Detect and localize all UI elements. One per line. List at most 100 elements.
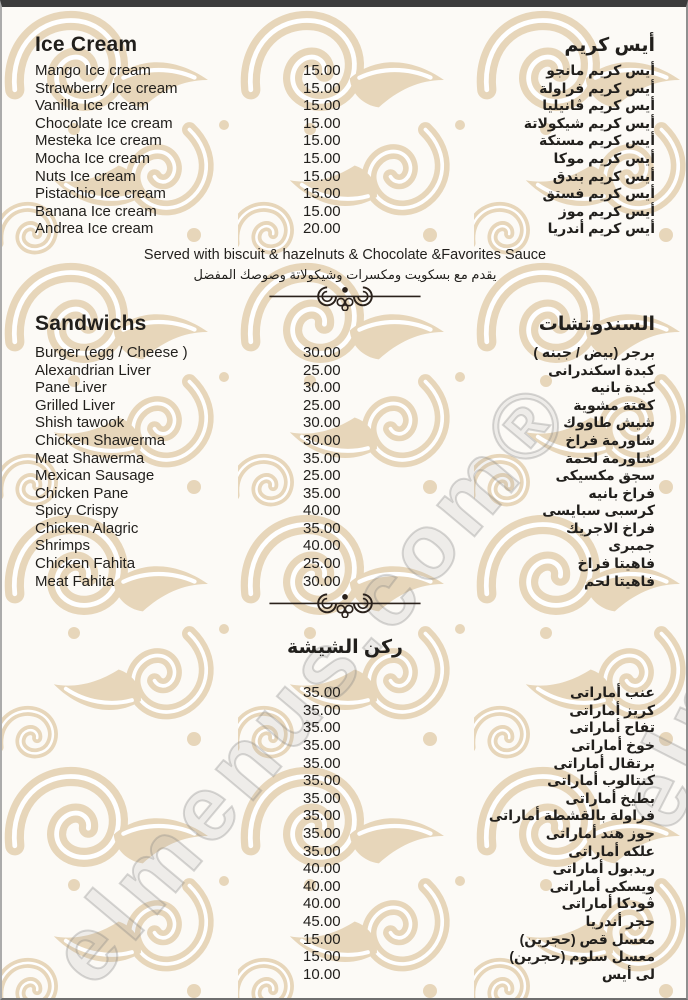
- menu-item-row: Spicy Crispy 40.00 كرسبى سبايسى: [35, 502, 655, 520]
- item-name-ar: كفتة مشوية: [573, 396, 655, 413]
- item-price: 40.00: [303, 537, 341, 555]
- item-price: 30.00: [303, 572, 341, 590]
- item-name-en: Pane Liver: [35, 379, 107, 397]
- ice-cream-title-ar: أيس كريم: [564, 35, 655, 56]
- item-name-ar: كريز أماراتى: [569, 701, 655, 718]
- menu-item-row: Pistachio Ice cream 15.00 أيس كريم فستق: [35, 185, 655, 203]
- item-price: 40.00: [303, 502, 341, 520]
- item-price: 35.00: [303, 825, 341, 842]
- item-price: 40.00: [303, 860, 341, 878]
- item-name-ar: معسل سلوم (حجرين): [509, 948, 655, 965]
- item-name-ar: شيش طاووك: [563, 414, 655, 431]
- item-name-ar: فراخ الاجريك: [566, 519, 655, 536]
- item-price: 15.00: [303, 202, 341, 220]
- item-price: 20.00: [303, 220, 341, 238]
- damask-background-pattern: [2, 7, 686, 998]
- item-name-ar: كنتالوب أماراتى: [547, 772, 655, 789]
- sandwiches-title-ar: السندوتشات: [538, 313, 655, 335]
- item-price: 15.00: [303, 97, 341, 115]
- item-price: 40.00: [303, 895, 341, 913]
- ice-cream-items: Mango Ice cream 15.00 أيس كريم مانجو Str…: [35, 62, 655, 238]
- item-price: 15.00: [303, 132, 341, 150]
- item-name-en: Vanilla Ice cream: [35, 97, 149, 115]
- item-name-ar: أيس كريم فستق: [542, 185, 655, 202]
- item-price: 10.00: [303, 965, 341, 983]
- sandwiches-section-header: Sandwichs السندوتشات: [35, 312, 655, 336]
- menu-item-row: Chicken Alagric 35.00 فراخ الاجريك: [35, 520, 655, 538]
- menu-item-row: Shish tawook 30.00 شيش طاووك: [35, 414, 655, 432]
- item-name-ar: خوخ أماراتى: [571, 737, 655, 754]
- item-price: 35.00: [303, 719, 341, 737]
- item-name-en: Andrea Ice cream: [35, 220, 154, 238]
- item-price: 25.00: [303, 555, 341, 573]
- menu-item-row: Vanilla Ice cream 15.00 أيس كريم ڤانيليا: [35, 97, 655, 115]
- item-price: 35.00: [303, 754, 341, 772]
- item-price: 15.00: [303, 149, 341, 167]
- item-name-ar: ڤودكا أماراتى: [561, 895, 655, 912]
- menu-item-row: Alexandrian Liver 25.00 كبدة اسكندرانى: [35, 362, 655, 380]
- item-name-ar: أيس كريم بندق: [552, 167, 655, 184]
- menu-item-row: 40.00 ويسكى أماراتى: [35, 878, 655, 896]
- item-name-ar: أيس كريم ڤانيليا: [542, 97, 655, 114]
- sandwiches-title-en: Sandwichs: [35, 311, 147, 335]
- serving-note-en: Served with biscuit & hazelnuts & Chocol…: [143, 246, 547, 263]
- item-name-ar: سجق مكسيكى: [555, 467, 655, 484]
- item-price: 35.00: [303, 449, 341, 467]
- item-price: 15.00: [303, 79, 341, 97]
- menu-content: Ice Cream أيس كريم Mango Ice cream 15.00…: [2, 33, 686, 983]
- menu-item-row: Nuts Ice cream 15.00 أيس كريم بندق: [35, 168, 655, 186]
- divider-ornament-icon: [269, 593, 421, 619]
- item-name-ar: شاورمة لحمة: [564, 449, 655, 466]
- item-name-ar: فاهيتا فراخ: [577, 555, 655, 572]
- menu-item-row: Banana Ice cream 15.00 أيس كريم موز: [35, 203, 655, 221]
- menu-item-row: 35.00 بطيخ أماراتى: [35, 790, 655, 808]
- menu-item-row: 15.00 معسل قص (حجرين): [35, 931, 655, 949]
- item-name-ar: جمبرى: [608, 537, 655, 554]
- menu-item-row: 35.00 كريز أماراتى: [35, 702, 655, 720]
- item-name-en: Chicken Alagric: [35, 519, 139, 537]
- item-name-en: Shrimps: [35, 537, 91, 555]
- item-name-en: Chocolate Ice cream: [35, 114, 173, 132]
- item-name-en: Banana Ice cream: [35, 202, 157, 220]
- menu-item-row: Meat Fahita 30.00 فاهيتا لحم: [35, 573, 655, 591]
- item-price: 30.00: [303, 431, 341, 449]
- item-name-ar: أيس كريم موز: [558, 202, 655, 219]
- item-name-ar: برجر (بيض / جبنه ): [533, 343, 655, 360]
- item-price: 35.00: [303, 772, 341, 790]
- menu-item-row: 10.00 لى أيس: [35, 966, 655, 984]
- ice-cream-title-en: Ice Cream: [35, 33, 138, 56]
- item-name-ar: شاورمة فراخ: [565, 431, 655, 448]
- item-name-en: Nuts Ice cream: [35, 167, 136, 185]
- section-divider: [35, 592, 655, 619]
- menu-item-row: Mexican Sausage 25.00 سجق مكسيكى: [35, 467, 655, 485]
- menu-item-row: Shrimps 40.00 جمبرى: [35, 537, 655, 555]
- menu-item-row: Chocolate Ice cream 15.00 أيس كريم شيكول…: [35, 115, 655, 133]
- item-price: 40.00: [303, 877, 341, 895]
- item-price: 30.00: [303, 414, 341, 432]
- item-name-ar: أيس كريم مستكة: [539, 132, 655, 149]
- item-name-ar: أيس كريم موكا: [553, 149, 655, 166]
- item-name-ar: كبدة اسكندرانى: [548, 361, 655, 378]
- item-name-en: Spicy Crispy: [35, 502, 119, 520]
- menu-item-row: Chicken Fahita 25.00 فاهيتا فراخ: [35, 555, 655, 573]
- item-price: 35.00: [303, 701, 341, 719]
- item-name-ar: كبدة بانيه: [590, 379, 655, 396]
- item-name-ar: أيس كريم أندريا: [547, 220, 655, 237]
- menu-item-row: 35.00 برتقال أماراتى: [35, 755, 655, 773]
- item-price: 35.00: [303, 737, 341, 755]
- item-price: 35.00: [303, 484, 341, 502]
- item-name-ar: كرسبى سبايسى: [542, 502, 655, 519]
- item-price: 25.00: [303, 361, 341, 379]
- menu-item-row: 35.00 كنتالوب أماراتى: [35, 772, 655, 790]
- item-price: 15.00: [303, 62, 341, 79]
- menu-item-row: 35.00 عنب أماراتى: [35, 684, 655, 702]
- menu-item-row: Mango Ice cream 15.00 أيس كريم مانجو: [35, 62, 655, 80]
- item-name-ar: فراخ بانيه: [588, 484, 655, 501]
- item-name-ar: علكه أماراتى: [568, 842, 655, 859]
- menu-item-row: 40.00 ڤودكا أماراتى: [35, 895, 655, 913]
- item-name-ar: معسل قص (حجرين): [519, 930, 655, 947]
- item-name-ar: جوز هند أماراتى: [545, 825, 655, 841]
- item-name-ar: ويسكى أماراتى: [549, 877, 655, 894]
- item-price: 15.00: [303, 948, 341, 966]
